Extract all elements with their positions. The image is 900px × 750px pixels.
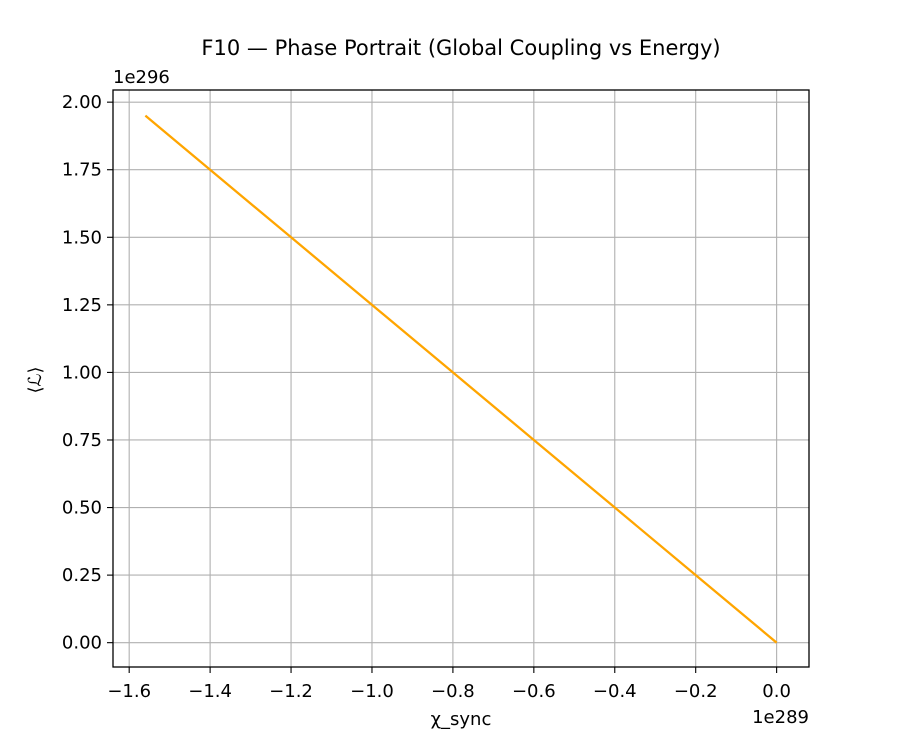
x-tick-label: 0.0 [762,681,791,702]
x-tick-label: −0.4 [593,681,637,702]
y-tick-label: 1.00 [62,362,102,383]
y-tick-label: 0.00 [62,633,102,654]
y-tick-label: 0.50 [62,498,102,519]
grid-lines [113,90,809,667]
series-line [144,114,778,644]
x-tick-label: −1.2 [269,681,313,702]
y-tick-label: 1.25 [62,295,102,316]
y-tick-label: 1.50 [62,227,102,248]
y-tick-label: 0.75 [62,430,102,451]
series-layer [144,114,778,644]
x-tick-label: −1.0 [350,681,394,702]
x-tick-label: −0.6 [512,681,556,702]
x-tick-label: −0.8 [431,681,475,702]
x-axis-label: χ_sync [431,709,492,730]
y-tick-label: 0.25 [62,565,102,586]
x-axis-ticks: −1.6 −1.4 −1.2 −1.0 −0.8 −0.6 −0.4 −0.2 0.0 [107,667,791,702]
y-axis-offset-label: 1e296 [113,67,170,88]
y-tick-label: 1.75 [62,160,102,181]
y-tick-label: 2.00 [62,92,102,113]
plot-frame [112,89,810,668]
x-axis-offset-label: 1e289 [752,707,809,728]
x-tick-label: −1.4 [188,681,232,702]
y-axis-ticks: 0.00 0.25 0.50 0.75 1.00 1.25 1.50 1.75 2.00 [62,92,113,654]
x-tick-label: −0.2 [674,681,718,702]
chart-title: F10 — Phase Portrait (Global Coupling vs… [201,36,720,60]
y-axis-label: ⟨ℒ⟩ [25,366,46,393]
x-tick-label: −1.6 [107,681,151,702]
